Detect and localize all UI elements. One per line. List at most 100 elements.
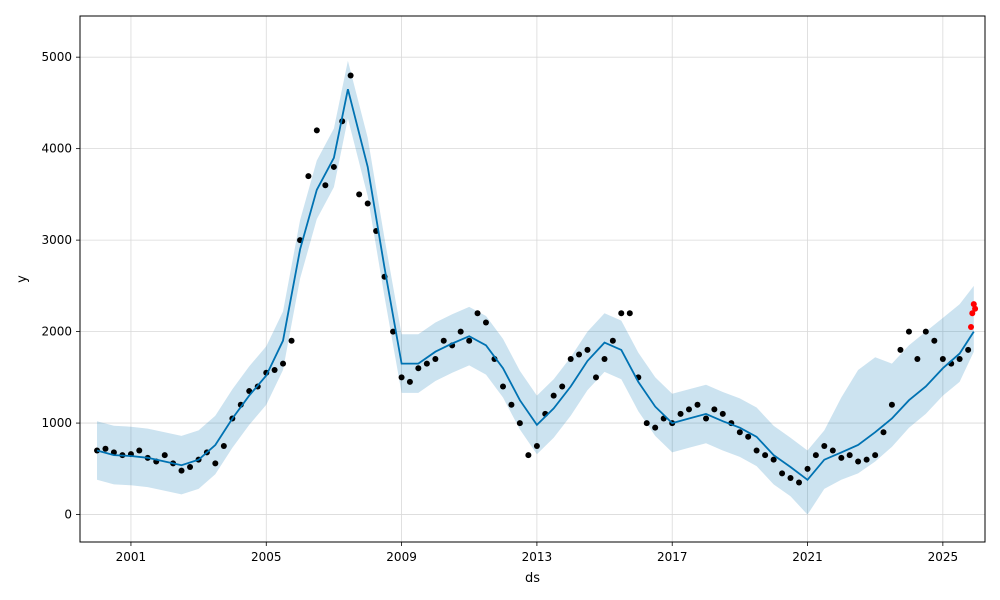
observed-point (643, 420, 650, 427)
observed-point (914, 356, 921, 363)
observed-point (440, 337, 447, 344)
observed-point (280, 360, 287, 367)
observed-points (94, 72, 972, 486)
y-tick-label: 5000 (41, 50, 72, 64)
x-tick-label: 2021 (792, 550, 823, 564)
observed-point (322, 182, 329, 189)
x-tick-label: 2001 (116, 550, 147, 564)
x-tick-label: 2013 (522, 550, 553, 564)
observed-point (745, 433, 752, 440)
x-axis-label: ds (525, 571, 540, 586)
observed-point (271, 367, 278, 374)
observed-point (220, 442, 227, 449)
observed-point (305, 173, 312, 180)
observed-point (787, 474, 794, 481)
recent-point (972, 305, 979, 312)
observed-point (516, 420, 523, 427)
observed-point (804, 465, 811, 472)
observed-point (838, 454, 845, 461)
observed-point (423, 360, 430, 367)
observed-point (313, 127, 320, 134)
observed-point (178, 467, 185, 474)
observed-point (855, 458, 862, 465)
observed-point (677, 410, 684, 417)
observed-point (466, 337, 473, 344)
observed-point (779, 470, 786, 477)
observed-point (618, 310, 625, 317)
observed-point (609, 337, 616, 344)
observed-point (956, 356, 963, 363)
observed-point (187, 463, 194, 470)
observed-point (880, 429, 887, 436)
observed-point (398, 374, 405, 381)
y-tick-label: 1000 (41, 416, 72, 430)
observed-point (533, 442, 540, 449)
observed-point (415, 365, 422, 372)
observed-point (390, 328, 397, 335)
observed-point (965, 346, 972, 353)
y-tick-label: 4000 (41, 142, 72, 156)
observed-point (846, 452, 853, 459)
observed-point (863, 456, 870, 463)
x-tick-label: 2005 (251, 550, 282, 564)
observed-point (567, 356, 574, 363)
observed-point (474, 310, 481, 317)
observed-point (288, 337, 295, 344)
x-tick-label: 2017 (657, 550, 688, 564)
observed-point (770, 456, 777, 463)
observed-point (829, 447, 836, 454)
observed-point (592, 374, 599, 381)
observed-point (136, 447, 143, 454)
observed-point (347, 72, 354, 79)
recent-point (969, 310, 976, 317)
observed-point (626, 310, 633, 317)
observed-point (457, 328, 464, 335)
observed-point (897, 346, 904, 353)
recent-points (968, 301, 979, 331)
observed-point (482, 319, 489, 326)
recent-point (970, 301, 977, 308)
observed-point (432, 356, 439, 363)
y-axis-label: y (15, 275, 30, 283)
observed-point (711, 406, 718, 413)
observed-point (652, 424, 659, 431)
observed-point (212, 460, 219, 467)
observed-point (559, 383, 566, 390)
y-tick-label: 3000 (41, 233, 72, 247)
observed-point (330, 163, 337, 170)
x-tick-label: 2025 (928, 550, 959, 564)
observed-point (736, 429, 743, 436)
observed-point (576, 351, 583, 358)
observed-point (550, 392, 557, 399)
observed-point (812, 452, 819, 459)
observed-point (102, 445, 109, 452)
recent-point (968, 324, 975, 331)
observed-point (905, 328, 912, 335)
observed-point (601, 356, 608, 363)
observed-point (356, 191, 363, 198)
x-tick-label: 2009 (386, 550, 417, 564)
observed-point (939, 356, 946, 363)
observed-point (922, 328, 929, 335)
observed-point (500, 383, 507, 390)
grid (80, 16, 985, 542)
observed-point (694, 401, 701, 408)
observed-point (796, 479, 803, 486)
observed-point (364, 200, 371, 207)
observed-point (931, 337, 938, 344)
observed-point (525, 452, 532, 459)
observed-point (821, 442, 828, 449)
forecast-line (96, 88, 975, 482)
observed-point (406, 378, 413, 385)
y-tick-label: 0 (64, 508, 72, 522)
observed-point (703, 415, 710, 422)
y-tick-label: 2000 (41, 325, 72, 339)
observed-point (161, 452, 168, 459)
observed-point (872, 452, 879, 459)
observed-point (888, 401, 895, 408)
observed-point (508, 401, 515, 408)
uncertainty-band (97, 60, 974, 515)
axis-ticks: 2001 2005 2009 2013 2017 2021 2025 0 1000 2000 300… (41, 50, 958, 564)
observed-point (584, 346, 591, 353)
